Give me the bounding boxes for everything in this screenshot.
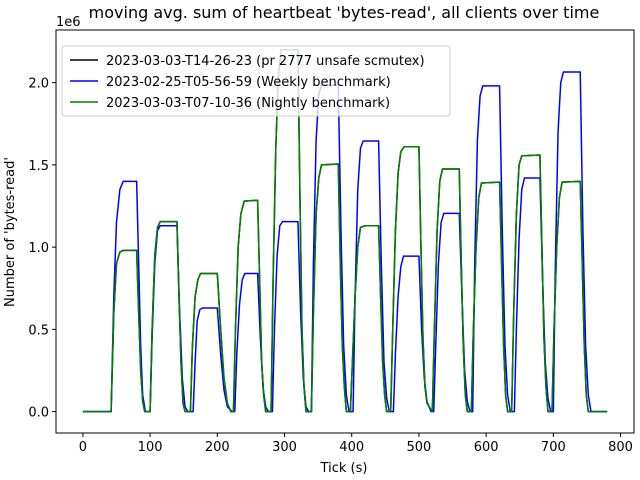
plot-frame — [55, 29, 635, 434]
y-tick-label: 2.0 — [28, 77, 49, 92]
plot-area — [55, 29, 635, 434]
y-tick-label: 1.5 — [28, 159, 49, 174]
x-tick-label: 400 — [339, 440, 364, 455]
x-tick-label: 100 — [138, 440, 163, 455]
x-tick-label: 700 — [541, 440, 566, 455]
x-tick-label: 0 — [79, 440, 87, 455]
legend-box — [61, 45, 451, 117]
y-tick-label: 0.5 — [28, 323, 49, 338]
series-line-1 — [82, 71, 608, 413]
y-axis-label: Number of 'bytes-read' — [3, 157, 18, 307]
y-tick-label: 0.0 — [28, 406, 49, 421]
legend-label-1: 2023-02-25-T05-56-59 (Weekly benchmark) — [106, 75, 391, 90]
y-tick-label: 1.0 — [28, 241, 49, 256]
x-tick-label: 600 — [474, 440, 499, 455]
x-axis-label: Tick (s) — [320, 461, 368, 476]
x-tick-label: 800 — [608, 440, 633, 455]
legend: 2023-03-03-T14-26-23 (pr 2777 unsafe scm… — [61, 45, 451, 117]
x-tick-label: 500 — [407, 440, 432, 455]
series-layer — [82, 48, 608, 413]
legend-label-2: 2023-03-03-T07-10-36 (Nightly benchmark) — [106, 96, 390, 111]
y-axis: 0.0 0.5 1.0 1.5 2.0 — [28, 77, 56, 421]
series-line-2 — [82, 48, 608, 413]
x-tick-label: 300 — [272, 440, 297, 455]
x-axis: 0 100 200 300 400 500 600 700 800 — [79, 433, 633, 455]
chart-title: moving avg. sum of heartbeat 'bytes-read… — [89, 3, 600, 22]
y-scale-label: 1e6 — [56, 15, 81, 30]
legend-label-0: 2023-03-03-T14-26-23 (pr 2777 unsafe scm… — [106, 54, 425, 69]
x-tick-label: 200 — [205, 440, 230, 455]
